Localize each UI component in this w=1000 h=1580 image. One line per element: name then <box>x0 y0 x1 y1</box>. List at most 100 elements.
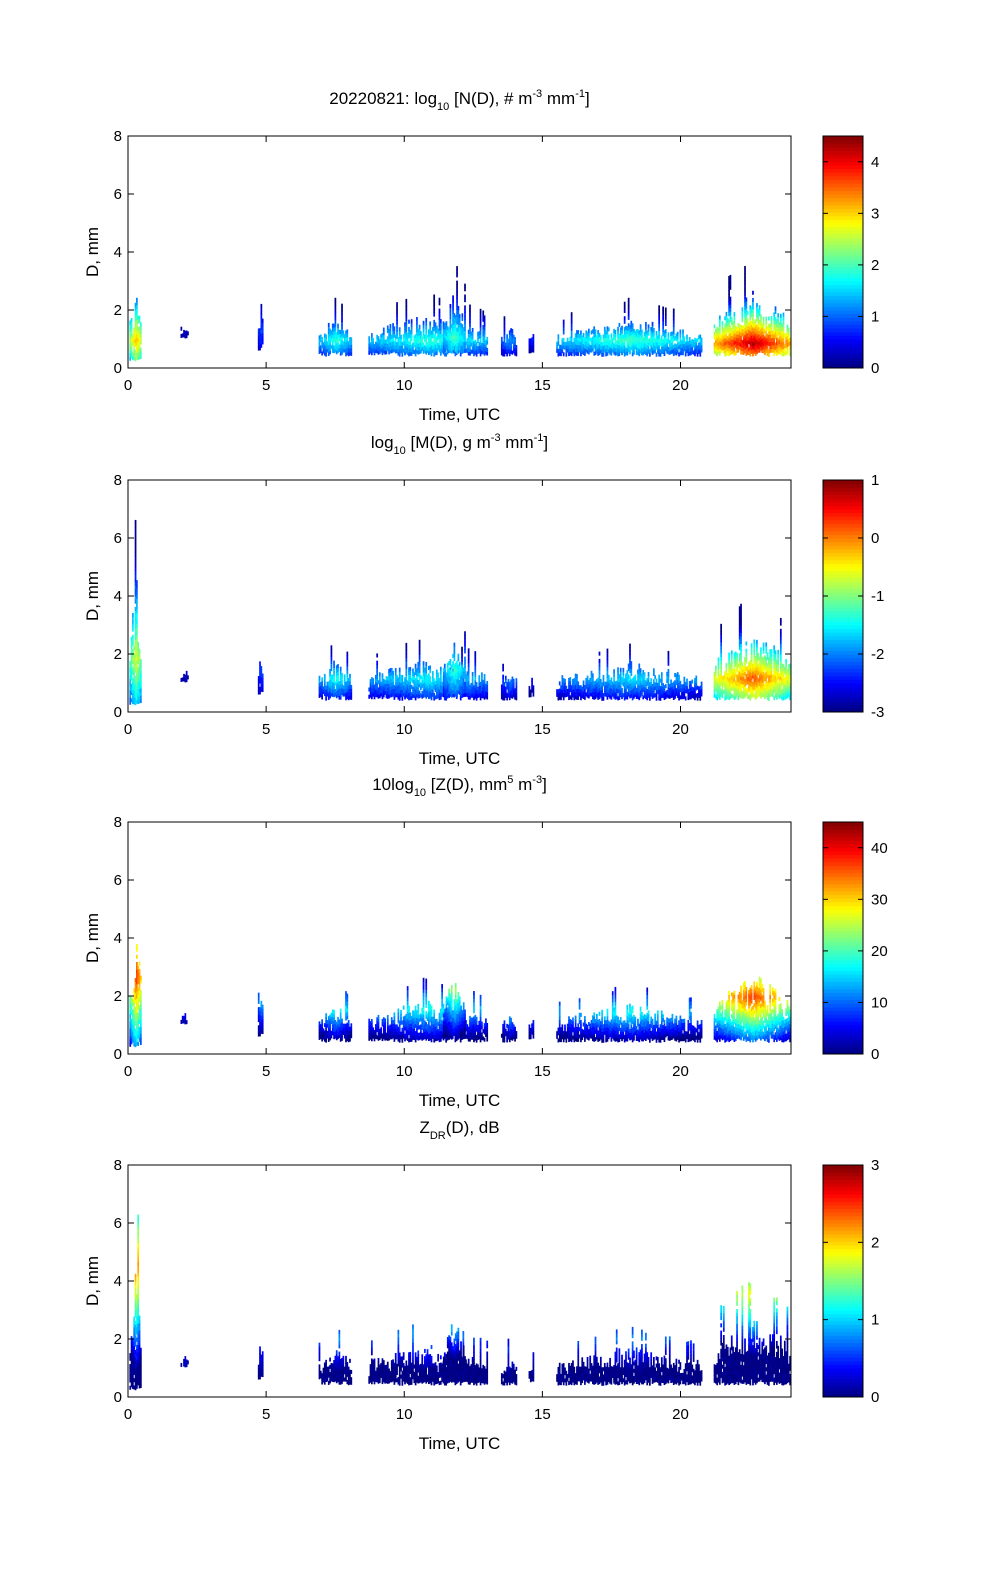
heatmap-cell <box>586 349 589 354</box>
heatmap-cell <box>593 326 596 331</box>
heatmap-cell <box>138 674 141 679</box>
heatmap-cell <box>652 349 655 354</box>
heatmap-cell <box>769 671 772 676</box>
heatmap-cell <box>134 552 137 557</box>
heatmap-cell <box>773 667 776 672</box>
heatmap-cell <box>732 342 734 347</box>
heatmap-cell <box>770 326 773 331</box>
heatmap-cell <box>461 338 463 343</box>
heatmap-cell <box>573 337 576 342</box>
heatmap-cell <box>576 677 578 682</box>
heatmap-cell <box>134 599 137 604</box>
heatmap-cell <box>477 686 479 691</box>
heatmap-cell <box>643 679 646 684</box>
heatmap-cell <box>680 684 683 689</box>
heatmap-cell <box>464 634 466 639</box>
heatmap-cell <box>618 341 621 346</box>
heatmap-cell <box>133 689 136 694</box>
heatmap-cell <box>694 681 696 686</box>
heatmap-cell <box>137 692 140 697</box>
heatmap-cell <box>450 349 453 354</box>
heatmap-cell <box>337 664 339 669</box>
heatmap-cell <box>475 341 478 346</box>
heatmap-cell <box>720 663 723 668</box>
heatmap-cell <box>138 688 141 693</box>
heatmap-cell <box>658 696 661 701</box>
heatmap-cell <box>461 661 463 666</box>
heatmap-cell <box>437 672 440 677</box>
heatmap-cell <box>696 348 699 354</box>
heatmap-cell <box>139 659 142 664</box>
heatmap-cell <box>641 684 643 689</box>
heatmap-cell <box>586 346 589 351</box>
heatmap-cell <box>512 686 515 691</box>
heatmap-cell <box>688 344 691 349</box>
heatmap-cell <box>728 344 730 349</box>
heatmap-cell <box>439 333 442 338</box>
heatmap-cell <box>745 692 748 697</box>
heatmap-cell <box>645 321 647 326</box>
heatmap-cell <box>734 687 737 692</box>
heatmap-cell <box>752 667 754 672</box>
heatmap-cell <box>396 342 398 347</box>
heatmap-cell <box>418 342 421 347</box>
heatmap-cell <box>428 673 430 678</box>
heatmap-cell <box>652 671 655 676</box>
heatmap-cell <box>634 330 637 335</box>
heatmap-cell <box>783 670 786 675</box>
heatmap-cell <box>694 344 696 349</box>
heatmap-cell <box>397 681 400 686</box>
heatmap-cell <box>695 342 698 347</box>
heatmap-cell <box>433 348 436 353</box>
heatmap-cell <box>349 673 351 678</box>
heatmap-cell <box>621 340 623 345</box>
heatmap-cell <box>138 695 141 700</box>
heatmap-cell <box>630 331 633 336</box>
heatmap-cell <box>749 696 752 701</box>
heatmap-cell <box>774 342 777 347</box>
heatmap-cell <box>504 686 507 691</box>
heatmap-cell <box>646 334 649 339</box>
colorbar-step <box>823 284 863 289</box>
heatmap-cell <box>580 344 582 349</box>
heatmap-cell <box>786 690 789 695</box>
heatmap-cell <box>771 678 774 683</box>
heatmap-cell <box>382 693 385 698</box>
heatmap-cell <box>729 278 732 283</box>
heatmap-cell <box>783 666 786 671</box>
heatmap-cell <box>781 670 784 675</box>
heatmap-cell <box>576 688 578 693</box>
heatmap-cell <box>325 348 327 353</box>
heatmap-cell <box>728 330 730 335</box>
heatmap-cell <box>597 344 600 349</box>
heatmap-cell <box>569 677 572 682</box>
heatmap-cell <box>259 331 261 336</box>
heatmap-cell <box>777 668 780 673</box>
heatmap-cell <box>758 312 761 317</box>
heatmap-cell <box>398 685 401 690</box>
heatmap-cell <box>134 643 137 648</box>
heatmap-cell <box>464 298 466 303</box>
heatmap-cell <box>323 692 326 697</box>
heatmap-cell <box>386 683 389 688</box>
heatmap-cell <box>503 341 506 346</box>
heatmap-cell <box>406 332 409 337</box>
heatmap-cell <box>339 348 342 353</box>
heatmap-cell <box>322 349 325 354</box>
heatmap-cell <box>635 343 638 348</box>
heatmap-cell <box>726 339 729 344</box>
heatmap-cell <box>389 667 392 672</box>
heatmap-cell <box>742 691 745 696</box>
heatmap-cell <box>368 687 371 692</box>
heatmap-cell <box>508 685 511 690</box>
heatmap-cell <box>756 332 758 337</box>
heatmap-cell <box>744 313 746 318</box>
heatmap-cell <box>349 688 351 693</box>
heatmap-cell <box>458 679 461 684</box>
heatmap-cell <box>428 332 430 337</box>
heatmap-cell <box>396 345 398 350</box>
heatmap-cell <box>672 681 675 686</box>
heatmap-cell <box>766 344 769 349</box>
heatmap-cell <box>392 674 394 679</box>
heatmap-cell <box>330 333 333 338</box>
